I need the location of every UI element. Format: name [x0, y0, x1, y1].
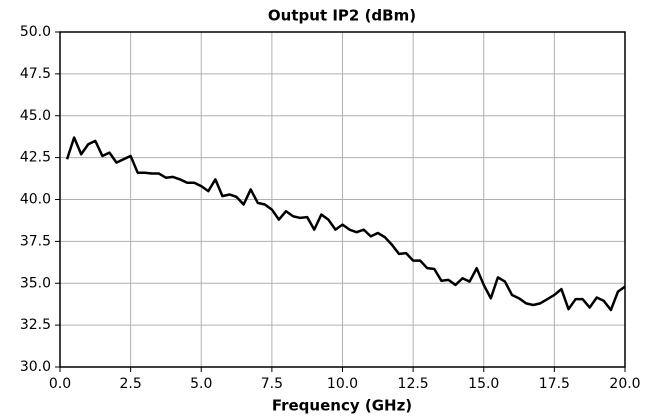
y-tick-label: 40.0	[20, 192, 51, 208]
x-tick-label: 2.5	[119, 376, 141, 392]
y-tick-label: 45.0	[20, 108, 51, 124]
chart-title: Output IP2 (dBm)	[268, 7, 416, 25]
y-tick-label: 47.5	[20, 66, 51, 82]
y-tick-label: 37.5	[20, 233, 51, 249]
y-tick-label: 30.0	[20, 359, 51, 375]
y-tick-label: 35.0	[20, 275, 51, 291]
y-tick-label: 32.5	[20, 317, 51, 333]
x-tick-label: 20.0	[609, 376, 640, 392]
x-tick-label: 10.0	[327, 376, 358, 392]
y-tick-label: 42.5	[20, 150, 51, 166]
x-tick-label: 5.0	[190, 376, 212, 392]
x-axis-label: Frequency (GHz)	[272, 397, 412, 415]
x-tick-label: 17.5	[539, 376, 570, 392]
x-tick-label: 0.0	[49, 376, 71, 392]
y-tick-label: 50.0	[20, 24, 51, 40]
x-tick-label: 7.5	[261, 376, 283, 392]
data-line	[65, 136, 626, 312]
x-tick-label: 12.5	[398, 376, 429, 392]
plot-frame	[59, 31, 626, 368]
x-tick-label: 15.0	[468, 376, 499, 392]
